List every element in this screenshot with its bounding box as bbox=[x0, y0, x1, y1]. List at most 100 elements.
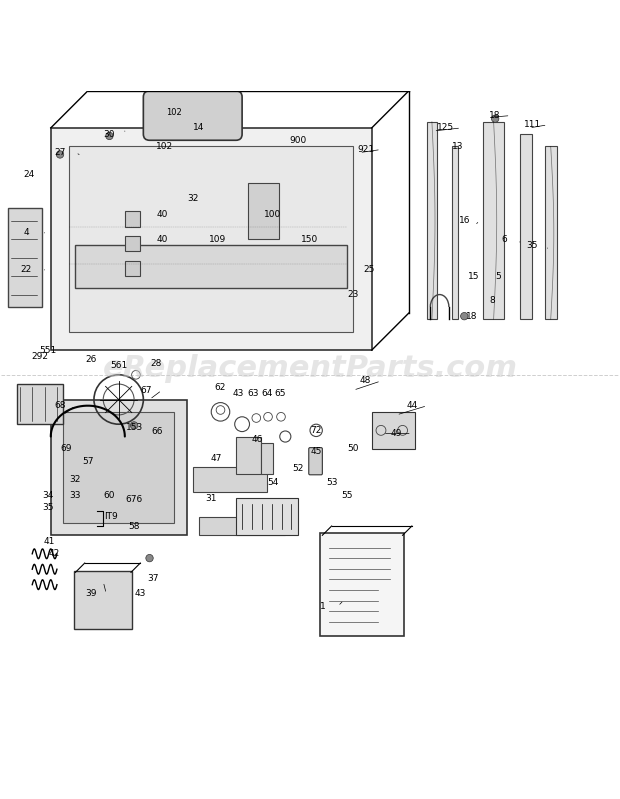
Circle shape bbox=[146, 555, 153, 562]
Text: 15: 15 bbox=[468, 272, 479, 280]
Text: 58: 58 bbox=[128, 522, 140, 531]
Text: 14: 14 bbox=[193, 123, 205, 133]
Text: 49: 49 bbox=[391, 429, 402, 438]
Text: 900: 900 bbox=[289, 136, 306, 145]
FancyBboxPatch shape bbox=[483, 121, 505, 320]
Text: 102: 102 bbox=[156, 142, 174, 151]
Text: 109: 109 bbox=[209, 235, 226, 244]
FancyBboxPatch shape bbox=[452, 146, 458, 320]
Text: 47: 47 bbox=[211, 454, 222, 463]
Text: 52: 52 bbox=[292, 464, 303, 473]
Text: 5: 5 bbox=[495, 272, 501, 280]
Text: 60: 60 bbox=[104, 491, 115, 499]
FancyBboxPatch shape bbox=[193, 467, 267, 492]
FancyBboxPatch shape bbox=[520, 134, 532, 320]
Text: 561: 561 bbox=[110, 361, 127, 370]
Text: 55: 55 bbox=[341, 491, 353, 499]
FancyBboxPatch shape bbox=[248, 184, 279, 239]
Text: 551: 551 bbox=[39, 346, 56, 355]
Text: 41: 41 bbox=[44, 537, 55, 546]
FancyBboxPatch shape bbox=[51, 400, 187, 535]
Text: IT9: IT9 bbox=[104, 512, 118, 521]
FancyBboxPatch shape bbox=[372, 411, 415, 449]
Text: 34: 34 bbox=[42, 491, 53, 499]
Text: 43: 43 bbox=[135, 590, 146, 598]
FancyBboxPatch shape bbox=[544, 146, 557, 320]
FancyBboxPatch shape bbox=[321, 534, 404, 636]
Text: 44: 44 bbox=[406, 401, 417, 410]
Text: 62: 62 bbox=[215, 383, 226, 392]
Text: 23: 23 bbox=[348, 290, 359, 299]
Text: 153: 153 bbox=[125, 423, 143, 431]
Bar bbox=[125, 260, 140, 276]
Text: 31: 31 bbox=[205, 494, 217, 503]
FancyBboxPatch shape bbox=[76, 245, 347, 288]
Text: 64: 64 bbox=[261, 389, 272, 398]
Text: 22: 22 bbox=[20, 265, 32, 274]
Text: 8: 8 bbox=[489, 296, 495, 305]
FancyBboxPatch shape bbox=[236, 499, 298, 535]
Text: 33: 33 bbox=[69, 491, 81, 499]
FancyBboxPatch shape bbox=[17, 384, 63, 424]
Text: 18: 18 bbox=[489, 111, 501, 120]
Text: 65: 65 bbox=[275, 389, 286, 398]
Text: 63: 63 bbox=[247, 389, 259, 398]
Text: 40: 40 bbox=[156, 235, 167, 244]
Text: 53: 53 bbox=[326, 479, 337, 487]
Bar bbox=[125, 211, 140, 227]
Bar bbox=[125, 236, 140, 252]
FancyBboxPatch shape bbox=[51, 128, 372, 350]
Text: 32: 32 bbox=[187, 194, 198, 204]
Text: 43: 43 bbox=[232, 389, 244, 398]
Text: 39: 39 bbox=[85, 590, 97, 598]
Circle shape bbox=[130, 422, 138, 429]
Circle shape bbox=[492, 115, 499, 122]
Text: 921: 921 bbox=[357, 145, 374, 154]
Circle shape bbox=[461, 312, 468, 320]
Text: 37: 37 bbox=[147, 574, 158, 583]
Circle shape bbox=[105, 133, 113, 140]
FancyBboxPatch shape bbox=[236, 436, 260, 474]
Text: 40: 40 bbox=[156, 210, 167, 219]
Text: 30: 30 bbox=[104, 129, 115, 138]
Text: 102: 102 bbox=[166, 108, 182, 117]
Text: 26: 26 bbox=[85, 355, 97, 364]
Text: 32: 32 bbox=[70, 475, 81, 484]
Text: 27: 27 bbox=[55, 148, 66, 157]
Text: 6: 6 bbox=[502, 235, 507, 244]
FancyBboxPatch shape bbox=[199, 517, 285, 535]
Text: 4: 4 bbox=[24, 229, 29, 237]
Text: 125: 125 bbox=[437, 123, 454, 133]
Text: 150: 150 bbox=[301, 235, 319, 244]
Text: 68: 68 bbox=[55, 401, 66, 410]
Text: 50: 50 bbox=[347, 444, 359, 453]
FancyBboxPatch shape bbox=[309, 447, 322, 475]
Text: 54: 54 bbox=[267, 479, 278, 487]
Circle shape bbox=[56, 151, 64, 158]
Text: 111: 111 bbox=[523, 121, 541, 129]
Text: 13: 13 bbox=[453, 142, 464, 151]
FancyBboxPatch shape bbox=[63, 411, 174, 523]
Text: 100: 100 bbox=[264, 210, 281, 219]
Text: 48: 48 bbox=[360, 376, 371, 385]
Text: 24: 24 bbox=[24, 169, 35, 179]
Text: 42: 42 bbox=[48, 549, 60, 559]
Text: 69: 69 bbox=[60, 444, 72, 453]
Text: 72: 72 bbox=[311, 426, 322, 435]
Text: 45: 45 bbox=[311, 447, 322, 456]
Text: 66: 66 bbox=[151, 427, 162, 436]
Text: 25: 25 bbox=[363, 265, 374, 274]
Text: 676: 676 bbox=[125, 495, 143, 504]
FancyBboxPatch shape bbox=[7, 209, 42, 307]
FancyBboxPatch shape bbox=[74, 571, 132, 629]
Text: 16: 16 bbox=[459, 216, 470, 225]
Text: 292: 292 bbox=[31, 352, 48, 361]
Text: 46: 46 bbox=[252, 435, 264, 444]
Text: eReplacementParts.com: eReplacementParts.com bbox=[102, 354, 518, 384]
Text: 35: 35 bbox=[526, 240, 538, 250]
FancyBboxPatch shape bbox=[69, 146, 353, 332]
Text: 35: 35 bbox=[42, 503, 53, 512]
Text: 28: 28 bbox=[150, 360, 161, 368]
FancyBboxPatch shape bbox=[260, 443, 273, 474]
Text: 57: 57 bbox=[82, 457, 94, 466]
